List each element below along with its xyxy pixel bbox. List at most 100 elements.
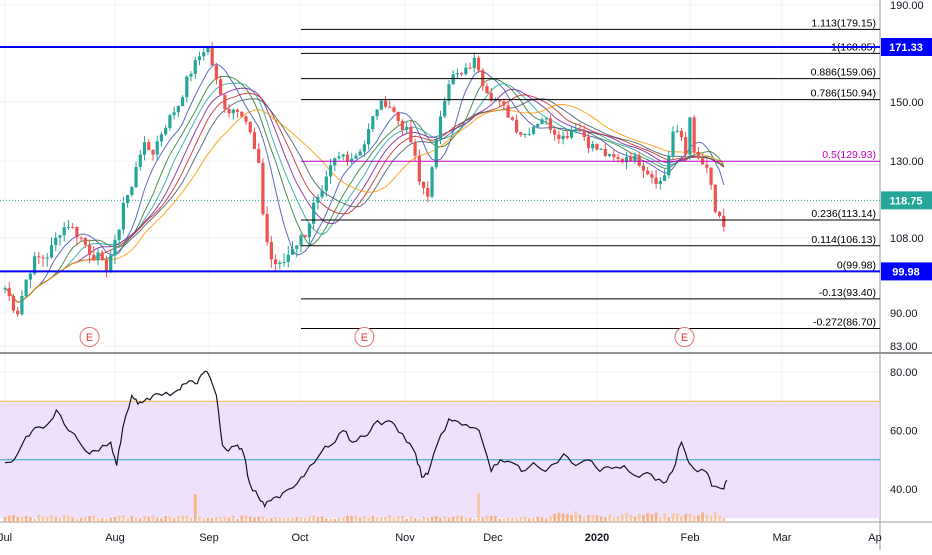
candle-body	[113, 239, 117, 256]
volume-bar	[464, 517, 468, 522]
volume-bar	[160, 518, 163, 522]
candle-body	[87, 244, 92, 255]
candle-body	[709, 167, 713, 185]
candle-body	[578, 129, 582, 131]
earnings-marker-icon	[79, 327, 100, 347]
volume-bar	[350, 515, 354, 522]
volume-bar	[443, 516, 447, 522]
volume-bar	[481, 517, 485, 522]
volume-bar	[346, 515, 349, 522]
candle-body	[421, 181, 426, 188]
candle-body	[134, 166, 138, 188]
volume-bar	[696, 515, 700, 522]
volume-bar	[494, 516, 497, 522]
candle-body	[717, 211, 722, 216]
candle-body	[485, 86, 489, 94]
volume-bar	[240, 515, 244, 522]
volume-bar	[96, 518, 100, 522]
candle-body	[75, 226, 79, 238]
time-axis-tick-label: Ap	[868, 532, 881, 544]
volume-bar	[37, 515, 41, 522]
volume-bar	[3, 517, 7, 522]
candle-body	[142, 142, 147, 155]
candle-body	[206, 46, 210, 53]
candle-body	[54, 237, 58, 246]
candle-body	[713, 184, 717, 212]
volume-bar	[244, 515, 248, 522]
candle-body	[11, 295, 16, 311]
candle-body	[464, 67, 468, 75]
candle-body	[392, 107, 396, 112]
volume-bar	[134, 517, 138, 522]
candle-body	[684, 137, 688, 155]
candle-body	[400, 121, 405, 130]
earnings-marker-icon	[674, 327, 695, 347]
volume-bar	[396, 516, 400, 522]
volume-bar	[426, 517, 430, 522]
volume-bar	[371, 515, 375, 522]
candle-body	[658, 180, 662, 185]
volume-bar	[50, 515, 53, 522]
candle-body	[320, 190, 324, 197]
volume-bar	[320, 516, 324, 522]
volume-bar	[164, 516, 168, 522]
last-price-label: 118.75	[889, 195, 922, 207]
volume-bar	[532, 517, 535, 522]
volume-bar	[227, 517, 231, 522]
volume-bar	[591, 514, 595, 522]
level-price-label: 171.33	[889, 42, 923, 54]
volume-bar	[198, 516, 201, 522]
volume-bar	[354, 515, 358, 522]
candle-body	[248, 121, 252, 133]
volume-bar	[603, 517, 607, 522]
candle-body	[557, 134, 561, 139]
volume-bar	[675, 513, 679, 522]
candle-body	[620, 158, 624, 163]
candle-body	[641, 165, 646, 171]
candle-body	[109, 255, 113, 272]
volume-bar	[663, 513, 666, 522]
candle-body	[164, 127, 168, 135]
candle-body	[197, 56, 202, 61]
volume-bar	[422, 516, 425, 522]
fibonacci-layer: 1.113(179.15)1(168.85)0.886(159.06)0.786…	[301, 17, 880, 330]
volume-bar	[333, 518, 337, 522]
moving-average-line	[4, 98, 725, 303]
candle-body	[489, 93, 493, 101]
candle-body	[16, 310, 20, 315]
candle-body	[451, 74, 455, 85]
candle-body	[662, 175, 667, 181]
volume-bar	[557, 512, 561, 522]
candle-body	[151, 149, 155, 155]
volume-bar	[189, 518, 193, 522]
volume-bar	[688, 513, 692, 522]
volume-bar	[646, 513, 650, 522]
volume-bar	[434, 516, 438, 522]
candle-body	[333, 158, 337, 166]
candle-body	[388, 106, 392, 108]
volume-bar	[210, 518, 214, 522]
volume-bar	[113, 517, 117, 522]
volume-bar	[138, 518, 142, 522]
candle-body	[273, 259, 278, 265]
volume-bar	[701, 512, 705, 522]
candle-body	[28, 273, 32, 280]
candle-body	[671, 131, 675, 156]
volume-bar	[392, 518, 396, 522]
candle-body	[498, 100, 502, 102]
candle-body	[214, 65, 218, 80]
volume-bar	[130, 516, 134, 522]
time-axis-tick-label: Sep	[199, 532, 219, 544]
volume-bar	[117, 515, 121, 522]
volume-bar	[498, 518, 502, 522]
volume-bar	[561, 513, 565, 522]
volume-bar	[713, 512, 717, 522]
candle-body	[159, 134, 164, 142]
volume-bar	[7, 515, 11, 522]
candle-body	[514, 119, 519, 133]
volume-bar	[45, 516, 49, 522]
candle-body	[202, 52, 206, 57]
candle-body	[443, 100, 447, 117]
candle-body	[3, 288, 7, 290]
candle-body	[252, 132, 257, 149]
